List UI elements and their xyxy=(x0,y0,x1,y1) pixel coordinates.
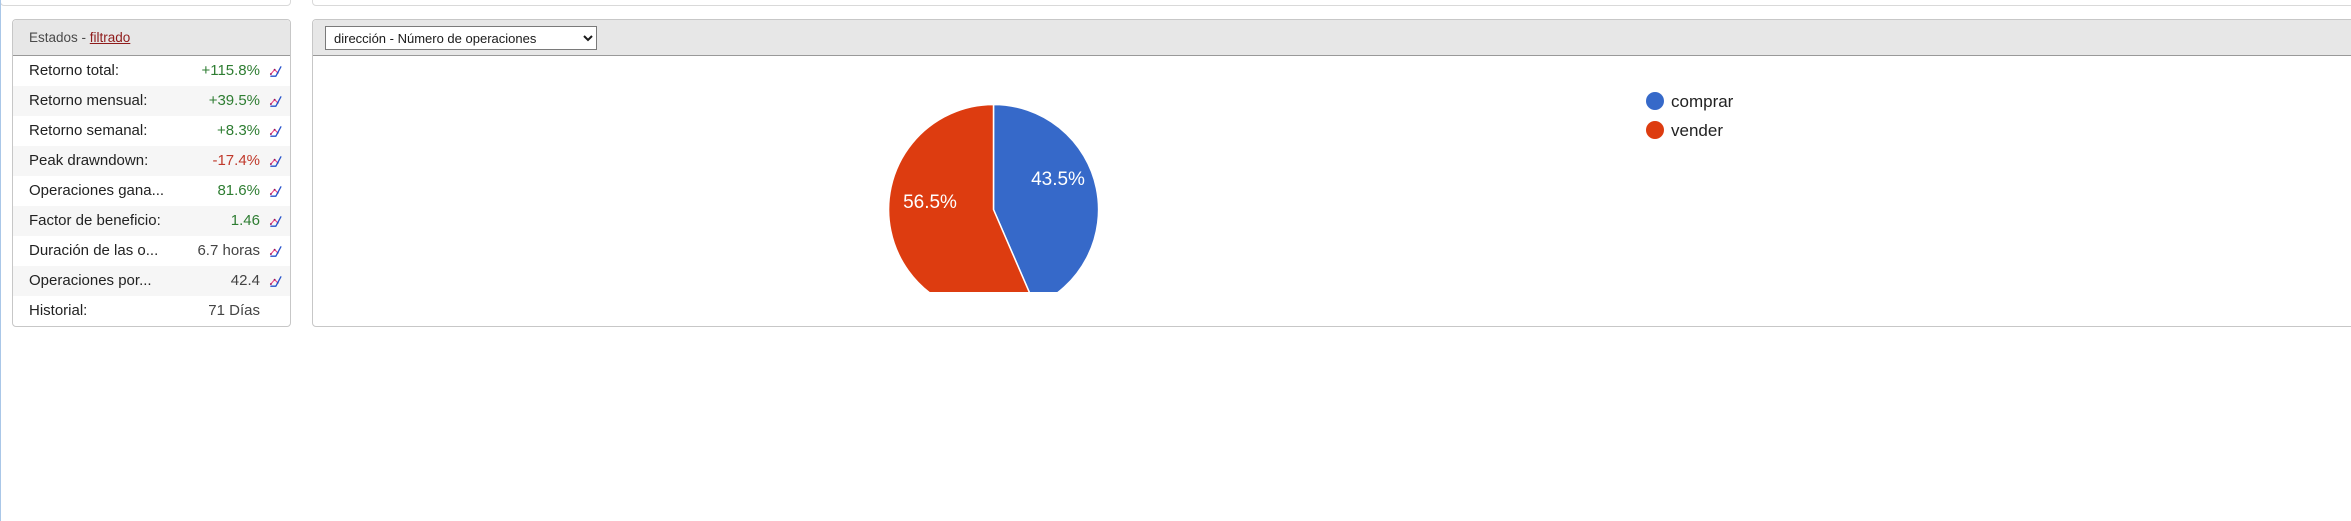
svg-text:56.5%: 56.5% xyxy=(903,192,957,213)
svg-text:43.5%: 43.5% xyxy=(1031,169,1085,190)
svg-text:vender: vender xyxy=(1671,121,1723,140)
svg-text:comprar: comprar xyxy=(1671,92,1734,111)
